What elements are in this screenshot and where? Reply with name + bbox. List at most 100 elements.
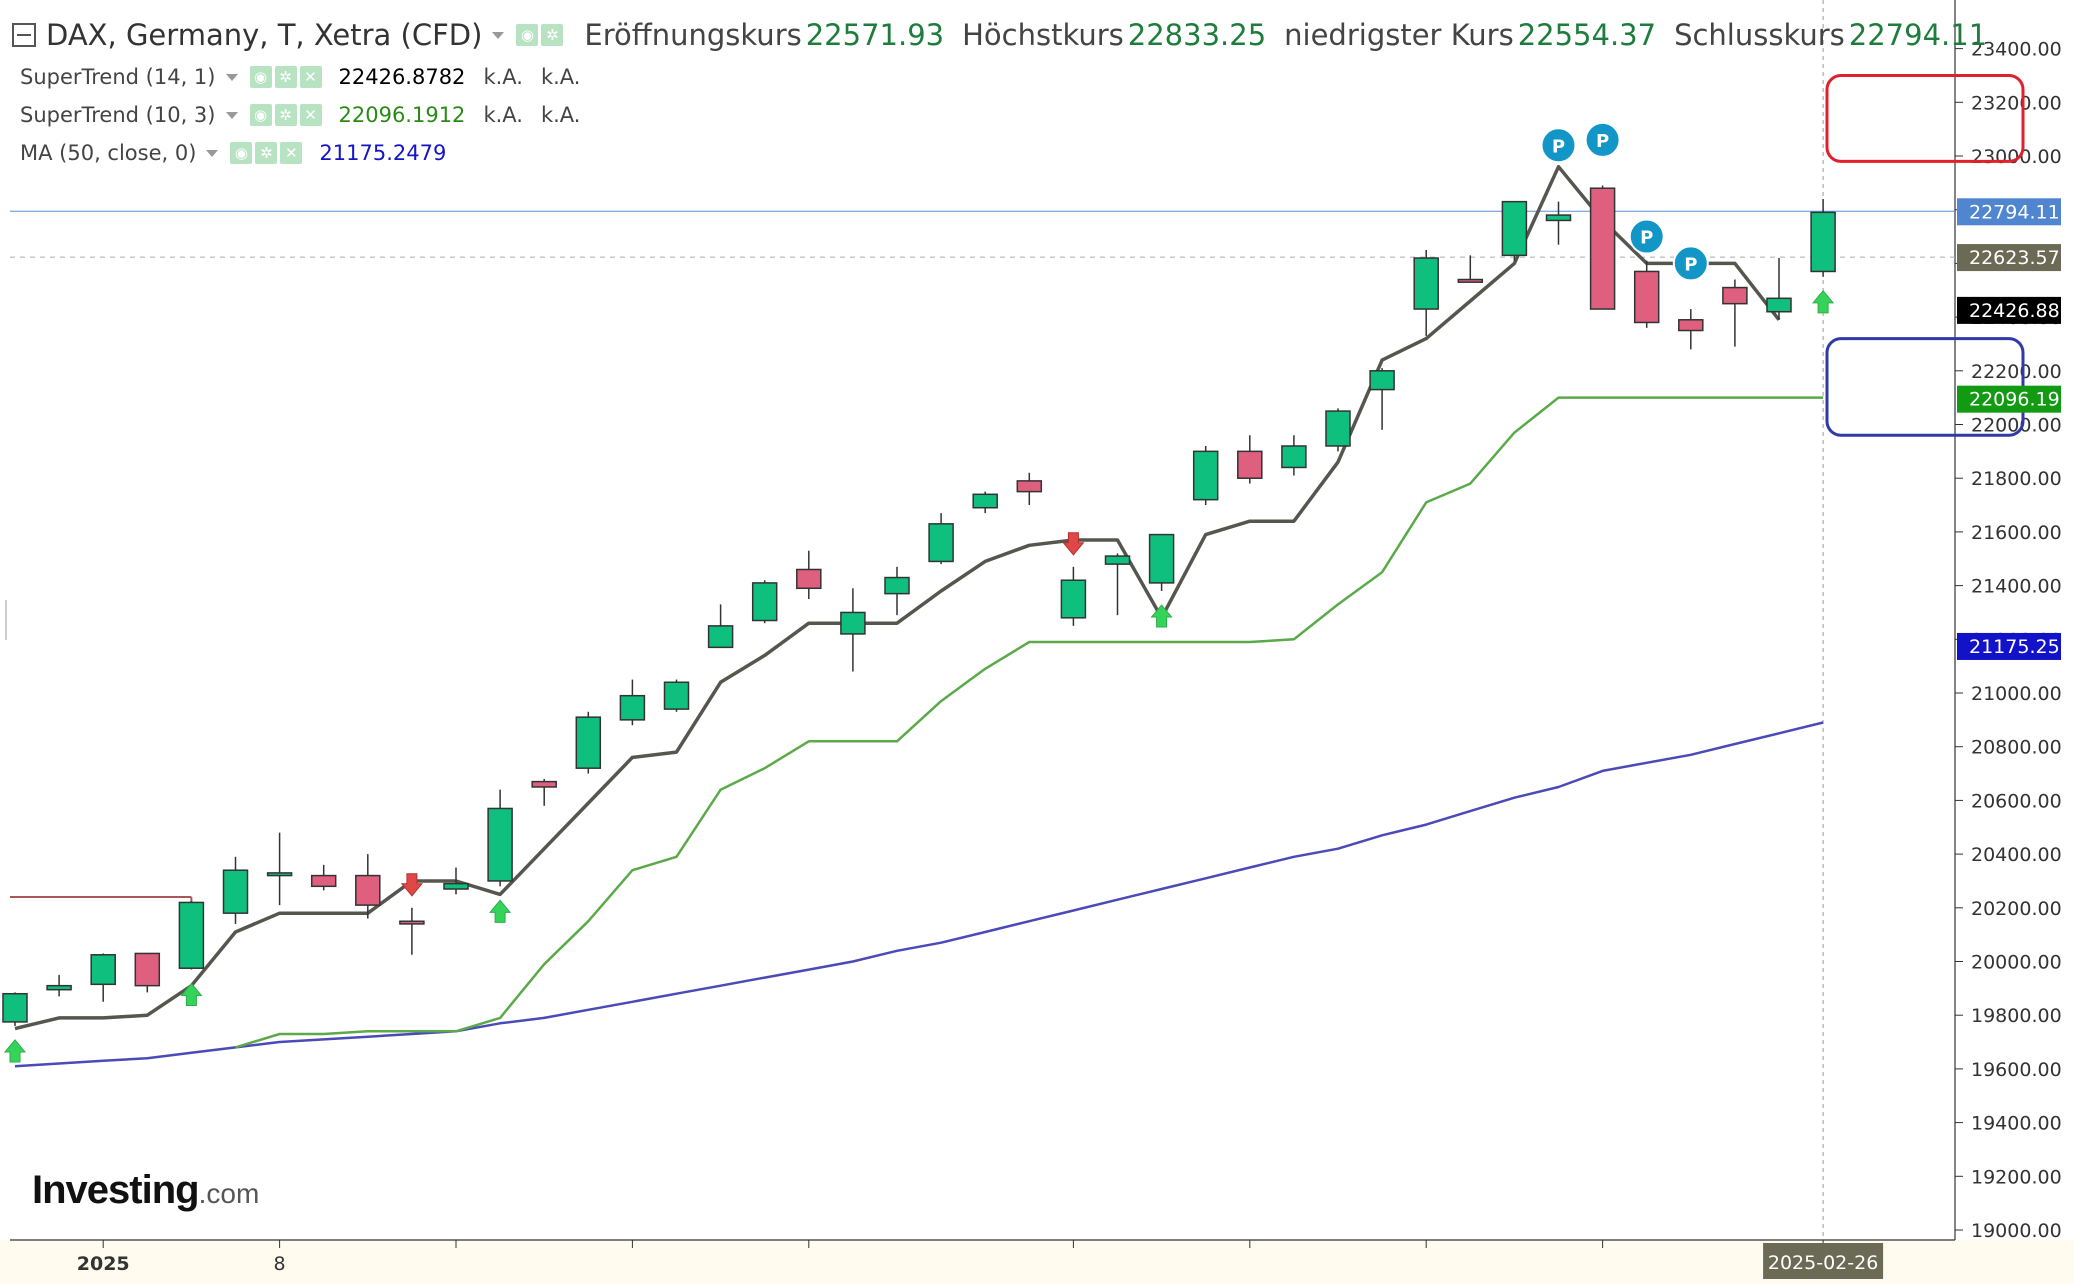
y-tick-label: 21400.00 bbox=[1971, 576, 2062, 598]
candle bbox=[1633, 260, 1660, 328]
price-axis-badge bbox=[1957, 198, 2061, 226]
candle-body bbox=[1016, 480, 1043, 493]
candle-body bbox=[355, 874, 381, 906]
sell-arrow-icon bbox=[400, 873, 423, 897]
close-icon[interactable]: ✕ bbox=[299, 66, 322, 88]
price-axis-badge-label: 22794.11 bbox=[1969, 201, 2060, 223]
candle-body bbox=[1148, 533, 1175, 584]
candle-body bbox=[310, 874, 337, 888]
indicator-value: 22426.8782 bbox=[338, 65, 466, 89]
y-tick-label: 22200.00 bbox=[1971, 361, 2062, 383]
price-axis-badge bbox=[1957, 244, 2061, 272]
y-tick-label: 19600.00 bbox=[1971, 1059, 2062, 1081]
eye-icon[interactable]: ◉ bbox=[230, 142, 253, 164]
candle bbox=[399, 907, 425, 955]
y-tick-label: 21000.00 bbox=[1971, 683, 2062, 705]
price-range-highlight bbox=[1825, 73, 2025, 163]
candle bbox=[1457, 255, 1484, 283]
indicator-name[interactable]: MA (50, close, 0) bbox=[20, 141, 197, 165]
y-tick-label: 19400.00 bbox=[1971, 1113, 2062, 1135]
candle bbox=[707, 604, 734, 649]
indicator-supertrend-14: SuperTrend (14, 1) ◉ ✲ ✕ 22426.8782 k.A.… bbox=[20, 58, 1987, 96]
candle-body bbox=[1237, 450, 1263, 479]
candle bbox=[1678, 309, 1704, 350]
indicator-supertrend-10: SuperTrend (10, 3) ◉ ✲ ✕ 22096.1912 k.A.… bbox=[20, 96, 1987, 134]
candle-body bbox=[443, 882, 469, 890]
candle bbox=[1281, 435, 1307, 476]
candle-body bbox=[1060, 579, 1087, 619]
indicator-na: k.A. bbox=[540, 103, 581, 127]
candle-body bbox=[1722, 286, 1748, 305]
candle-body bbox=[1678, 319, 1704, 332]
candle-body bbox=[1369, 370, 1395, 391]
pivot-marker: P bbox=[1584, 121, 1621, 158]
candle bbox=[1104, 553, 1131, 616]
chevron-down-icon[interactable] bbox=[206, 149, 219, 157]
y-tick-label: 20800.00 bbox=[1971, 737, 2062, 759]
candle-body bbox=[575, 716, 602, 769]
candle bbox=[443, 867, 469, 895]
chevron-down-icon[interactable] bbox=[492, 31, 505, 39]
close-icon[interactable]: ✕ bbox=[299, 104, 322, 126]
candle-body bbox=[928, 523, 954, 563]
pivot-marker: P bbox=[1540, 127, 1577, 164]
indicator-na: k.A. bbox=[540, 65, 581, 89]
candle bbox=[90, 953, 116, 1002]
eye-icon[interactable]: ◉ bbox=[249, 104, 272, 126]
gear-icon[interactable]: ✲ bbox=[255, 142, 278, 164]
low-value: 22554.37 bbox=[1517, 18, 1657, 52]
logo-suffix: .com bbox=[198, 1178, 260, 1209]
candle-body bbox=[1281, 445, 1307, 469]
candle-body bbox=[1589, 187, 1616, 310]
candle bbox=[751, 580, 778, 624]
candle bbox=[972, 491, 998, 514]
indicator-name[interactable]: SuperTrend (10, 3) bbox=[20, 103, 216, 127]
close-label: Schlusskurs bbox=[1674, 18, 1845, 52]
high-value: 22833.25 bbox=[1127, 18, 1267, 52]
candle bbox=[355, 854, 381, 919]
candle-body bbox=[972, 493, 998, 509]
candle bbox=[1016, 472, 1043, 506]
candle bbox=[1325, 408, 1351, 452]
chevron-down-icon[interactable] bbox=[225, 111, 238, 119]
current-date-label: 2025-02-26 bbox=[1768, 1252, 1878, 1274]
price-axis-badge-label: 22096.19 bbox=[1969, 389, 2060, 411]
gear-icon[interactable]: ✲ bbox=[274, 104, 297, 126]
investing-logo: Investing.com bbox=[32, 1168, 259, 1213]
candle bbox=[1810, 198, 1836, 277]
pivot-label: P bbox=[1552, 136, 1565, 157]
candle bbox=[46, 974, 72, 997]
candle bbox=[531, 778, 557, 806]
symbol-title[interactable]: DAX, Germany, T, Xetra (CFD) bbox=[46, 18, 483, 52]
gear-icon[interactable]: ✲ bbox=[274, 66, 297, 88]
candle-body bbox=[884, 576, 910, 595]
gear-icon[interactable]: ✲ bbox=[541, 24, 564, 46]
supertrend-10-line bbox=[235, 396, 1824, 1049]
indicator-name[interactable]: SuperTrend (14, 1) bbox=[20, 65, 216, 89]
candle bbox=[840, 588, 866, 672]
y-tick-label: 21800.00 bbox=[1971, 468, 2062, 490]
y-tick-label: 21600.00 bbox=[1971, 522, 2062, 544]
chevron-down-icon[interactable] bbox=[225, 73, 238, 81]
candle-body bbox=[1413, 257, 1439, 310]
candle bbox=[663, 679, 690, 712]
y-tick-label: 19200.00 bbox=[1971, 1166, 2062, 1188]
y-tick-label: 19000.00 bbox=[1971, 1220, 2062, 1242]
candle bbox=[1369, 368, 1395, 430]
pivot-circle bbox=[1540, 127, 1577, 164]
close-icon[interactable]: ✕ bbox=[280, 142, 303, 164]
eye-icon[interactable]: ◉ bbox=[516, 24, 539, 46]
price-axis-badge bbox=[1957, 632, 2061, 660]
candle bbox=[1192, 445, 1219, 506]
high-label: Höchstkurs bbox=[962, 18, 1124, 52]
candle-body bbox=[707, 625, 734, 649]
y-tick-label: 23400.00 bbox=[1971, 39, 2062, 61]
y-tick-label: 20000.00 bbox=[1971, 952, 2062, 974]
candle-body bbox=[531, 780, 557, 788]
candle-body bbox=[1104, 555, 1131, 565]
buy-arrow-icon bbox=[180, 982, 203, 1007]
collapse-icon[interactable] bbox=[12, 23, 36, 47]
eye-icon[interactable]: ◉ bbox=[249, 66, 272, 88]
y-tick-label: 20400.00 bbox=[1971, 844, 2062, 866]
